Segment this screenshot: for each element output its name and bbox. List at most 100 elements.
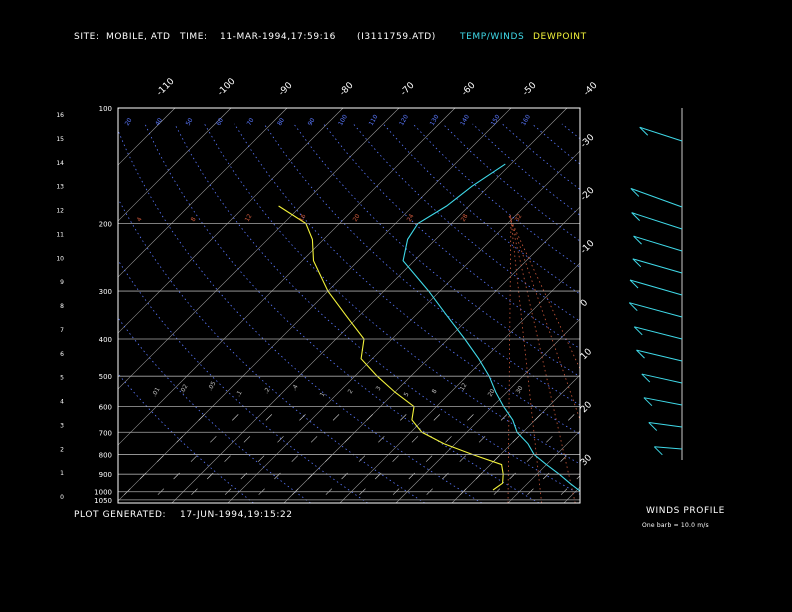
dry-adiabat-line [711, 124, 792, 503]
pressure-tick-label: 100 [99, 105, 112, 113]
temp-top-tick-label: -110 [155, 76, 177, 98]
mixing-ratio-dash [568, 414, 575, 421]
pressure-tick-label: 800 [99, 452, 112, 460]
mixing-ratio-label: 30 [515, 385, 525, 395]
mixing-ratio-dash [579, 441, 580, 443]
pressure-tick-label: 200 [99, 221, 112, 229]
temp-top-tick-label: -40 [582, 80, 600, 98]
mixing-ratio-label: .1 [235, 389, 244, 398]
dry-adiabat-line [442, 123, 580, 242]
wind-barb [654, 446, 683, 450]
wind-barb [633, 235, 683, 252]
wind-barb [629, 302, 683, 318]
moist-adiabat-label: 28 [460, 213, 470, 223]
isotherm-line [676, 108, 792, 503]
moist-adiabat-label: 32 [514, 213, 524, 223]
dry-adiabat-line [622, 124, 792, 503]
mixing-ratio-label: 5 [403, 391, 411, 398]
mixing-ratio-dash [478, 436, 486, 443]
mixing-ratio-dash [635, 414, 641, 420]
height-tick-label: 4 [60, 399, 64, 406]
temp-top-tick-label: -50 [521, 80, 539, 98]
legend-temp-winds: TEMP/WINDS [460, 32, 525, 42]
time-label: TIME: [180, 32, 208, 42]
mixing-ratio-dash [614, 436, 620, 442]
winds-barb-note: One barb = 10.0 m/s [642, 522, 709, 529]
mixing-ratio-dash [595, 489, 601, 495]
adiabat-label: 160 [520, 113, 532, 127]
isotherm-line [118, 108, 344, 334]
dry-adiabat-line [651, 124, 792, 503]
adiabat-label: 50 [185, 117, 195, 127]
mixing-ratio-label: 1 [319, 391, 327, 398]
mixing-ratio-dash [325, 455, 332, 462]
isotherm-line [0, 108, 7, 503]
wind-barb [639, 126, 683, 142]
site-value: MOBILE, ATD [106, 32, 171, 42]
plot-frame [117, 107, 581, 504]
mixing-ratio-label: 2 [347, 388, 355, 395]
adiabat-label: 110 [368, 113, 380, 127]
wind-barb-feather [628, 302, 638, 312]
adiabat-label: 130 [429, 113, 441, 127]
wind-barb-feather [648, 422, 658, 431]
isotherm-line [118, 108, 288, 278]
wind-barb [632, 258, 683, 274]
mixing-ratio-dash [224, 455, 231, 462]
mixing-ratio-dash [669, 414, 675, 420]
temp-side-tick-label: -30 [579, 132, 597, 150]
mixing-ratio-label: .2 [263, 386, 272, 395]
height-tick-label: 15 [56, 136, 64, 143]
dry-adiabat-line [531, 123, 580, 165]
pressure-tick-label: 1000 [94, 489, 112, 497]
moist-adiabat-label: 24 [406, 213, 416, 223]
pressure-tick-label: 900 [99, 471, 112, 479]
adiabat-label: 100 [337, 113, 349, 127]
mixing-ratio-dash [644, 473, 650, 479]
wind-barb [630, 187, 683, 208]
wind-barb-feather [636, 349, 645, 359]
adiabat-label: 40 [154, 117, 164, 127]
dry-adiabat-line [412, 123, 580, 268]
isotherm-line [227, 150, 580, 503]
height-tick-label: 12 [56, 208, 64, 215]
mixing-ratio-dash [190, 455, 198, 462]
wind-barb-feather [643, 397, 653, 407]
mixing-ratio-dash [445, 436, 452, 443]
moist-adiabat-label: 20 [352, 213, 362, 223]
dry-adiabat-line [681, 124, 792, 503]
mixing-ratio-dash [176, 436, 183, 443]
moist-adiabat-label: 8 [190, 216, 198, 223]
dry-adiabat-line [293, 123, 580, 378]
isotherm-line [563, 486, 580, 503]
mixing-ratio-dash [526, 455, 534, 462]
height-tick-label: 3 [60, 422, 64, 429]
wind-barb [643, 397, 683, 406]
moist-adiabat-line [507, 214, 512, 503]
pressure-tick-label: 1050 [94, 497, 112, 505]
isotherm-line [620, 108, 792, 503]
mixing-ratio-label: 20 [487, 388, 497, 398]
adiabat-label: 60 [215, 117, 225, 127]
height-tick-label: 11 [56, 231, 64, 238]
mixing-ratio-dash [366, 414, 373, 421]
mixing-ratio-dash [411, 436, 419, 443]
adiabat-label: 120 [398, 113, 410, 127]
dry-adiabat-line [174, 123, 580, 495]
wind-barb [629, 279, 683, 296]
temp-side-tick-label: -20 [579, 185, 597, 203]
mixing-ratio-dash [198, 414, 205, 421]
isotherm-line [788, 108, 792, 503]
temp-top-tick-label: -90 [277, 80, 295, 98]
dry-adiabat-line [561, 123, 580, 140]
mixing-ratio-label: 12 [459, 382, 469, 392]
mixing-ratio-dash [157, 455, 164, 462]
height-tick-label: 10 [56, 255, 64, 262]
site-label: SITE: [74, 32, 100, 42]
pressure-tick-label: 300 [99, 288, 112, 296]
wind-barb [636, 349, 683, 362]
isotherm-line [451, 374, 580, 503]
legend-dewpoint: DEWPOINT [533, 32, 587, 42]
isotherm-line [395, 318, 580, 503]
mixing-ratio-label: .05 [207, 380, 218, 392]
